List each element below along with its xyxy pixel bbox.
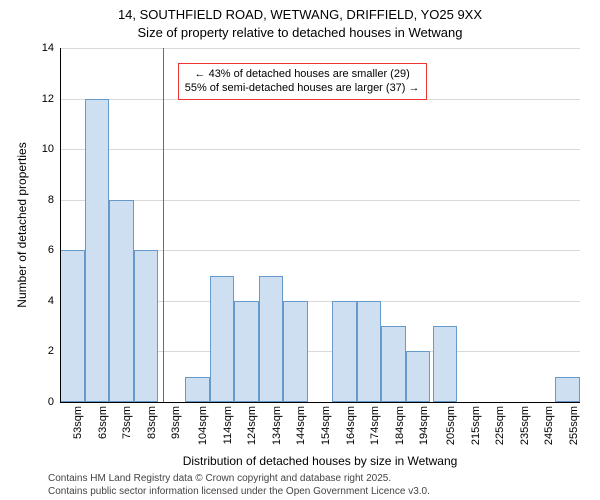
x-tick-label: 93sqm: [170, 406, 182, 439]
x-tick-label: 73sqm: [121, 406, 133, 439]
histogram-bar: [433, 326, 458, 402]
x-axis-line: [60, 402, 580, 403]
x-tick-label: 154sqm: [320, 406, 332, 445]
gridline: [60, 200, 580, 201]
histogram-bar: [332, 301, 357, 402]
gridline: [60, 48, 580, 49]
x-tick-label: 53sqm: [72, 406, 84, 439]
histogram-bar: [555, 377, 580, 402]
histogram-bar: [259, 276, 284, 402]
y-tick-label: 2: [48, 345, 60, 357]
x-tick-label: 184sqm: [394, 406, 406, 445]
footer-line1: Contains HM Land Registry data © Crown c…: [48, 472, 600, 485]
x-tick-label: 124sqm: [246, 406, 258, 445]
x-axis-title: Distribution of detached houses by size …: [183, 454, 458, 468]
x-tick-label: 215sqm: [470, 406, 482, 445]
histogram-bar: [357, 301, 382, 402]
x-tick-label: 164sqm: [345, 406, 357, 445]
histogram-bar: [134, 250, 159, 402]
x-tick-label: 104sqm: [197, 406, 209, 445]
x-tick-label: 194sqm: [418, 406, 430, 445]
x-tick-label: 134sqm: [271, 406, 283, 445]
chart-title: 14, SOUTHFIELD ROAD, WETWANG, DRIFFIELD,…: [0, 6, 600, 41]
histogram-bar: [283, 301, 308, 402]
x-tick-label: 255sqm: [568, 406, 580, 445]
annotation-line-smaller: ← 43% of detached houses are smaller (29…: [185, 67, 420, 81]
y-tick-label: 10: [42, 143, 60, 155]
x-tick-label: 235sqm: [519, 406, 531, 445]
title-address: 14, SOUTHFIELD ROAD, WETWANG, DRIFFIELD,…: [0, 6, 600, 24]
footer-attribution: Contains HM Land Registry data © Crown c…: [48, 472, 600, 498]
reference-line: [163, 48, 164, 402]
plot-area: 0246810121453sqm63sqm73sqm83sqm93sqm104s…: [60, 48, 580, 402]
y-tick-label: 8: [48, 194, 60, 206]
histogram-bar: [109, 200, 134, 402]
y-tick-label: 14: [42, 42, 60, 54]
histogram-bar: [381, 326, 406, 402]
histogram-bar: [60, 250, 85, 402]
footer-line2: Contains public sector information licen…: [48, 485, 600, 498]
annotation-line-larger: 55% of semi-detached houses are larger (…: [185, 81, 420, 95]
y-tick-label: 0: [48, 396, 60, 408]
x-tick-label: 114sqm: [222, 406, 234, 444]
y-axis-line: [60, 48, 61, 402]
y-axis-title: Number of detached properties: [15, 142, 29, 307]
y-tick-label: 4: [48, 295, 60, 307]
y-tick-label: 6: [48, 244, 60, 256]
x-tick-label: 63sqm: [97, 406, 109, 439]
x-tick-label: 225sqm: [494, 406, 506, 445]
x-tick-label: 144sqm: [295, 406, 307, 445]
title-subtitle: Size of property relative to detached ho…: [0, 24, 600, 42]
histogram-bar: [85, 99, 110, 402]
gridline: [60, 149, 580, 150]
x-tick-label: 245sqm: [543, 406, 555, 445]
histogram-bar: [234, 301, 259, 402]
histogram-bar: [185, 377, 210, 402]
histogram-bar: [210, 276, 235, 402]
x-tick-label: 205sqm: [445, 406, 457, 445]
x-tick-label: 83sqm: [146, 406, 158, 439]
histogram-bar: [406, 351, 431, 402]
x-tick-label: 174sqm: [369, 406, 381, 445]
property-size-histogram: 14, SOUTHFIELD ROAD, WETWANG, DRIFFIELD,…: [0, 0, 600, 500]
annotation-box: ← 43% of detached houses are smaller (29…: [178, 63, 427, 100]
y-tick-label: 12: [42, 93, 60, 105]
